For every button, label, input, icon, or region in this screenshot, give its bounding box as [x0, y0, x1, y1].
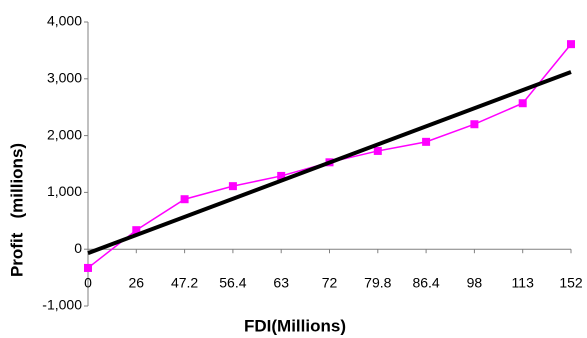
data-point — [470, 120, 479, 129]
y-tick-label: 1,000 — [47, 183, 82, 199]
data-point — [373, 146, 382, 155]
data-point — [228, 182, 237, 191]
data-point — [84, 263, 92, 272]
y-tick-label: 0 — [74, 240, 82, 256]
x-tick-label: 98 — [467, 275, 483, 291]
series-line — [87, 43, 572, 269]
data-point — [518, 99, 527, 108]
x-tick-label: 56.4 — [219, 275, 246, 291]
trendline — [87, 70, 572, 256]
x-tick-label: 113 — [512, 275, 535, 291]
data-point — [180, 195, 189, 204]
data-point — [422, 137, 431, 146]
x-tick-label: 72 — [322, 275, 338, 291]
x-tick-label: 63 — [273, 275, 289, 291]
y-tick-label: 3,000 — [47, 70, 82, 86]
x-tick-label: 86.4 — [412, 275, 439, 291]
x-tick-label: 79.8 — [364, 275, 391, 291]
data-point — [277, 171, 286, 180]
x-tick-label: 0 — [84, 275, 92, 291]
data-point — [567, 40, 575, 49]
data-point — [132, 226, 141, 235]
y-axis-title: Profit (millions) — [7, 143, 26, 277]
y-tick-label: -1,000 — [42, 297, 82, 313]
x-tick-label: 47.2 — [171, 275, 198, 291]
x-axis-title: FDI(Millions) — [244, 316, 346, 335]
y-tick-label: 4,000 — [47, 13, 82, 29]
y-tick-label: 2,000 — [47, 126, 82, 142]
x-tick-label: 26 — [129, 275, 145, 291]
x-tick-label: 152 — [559, 275, 583, 291]
